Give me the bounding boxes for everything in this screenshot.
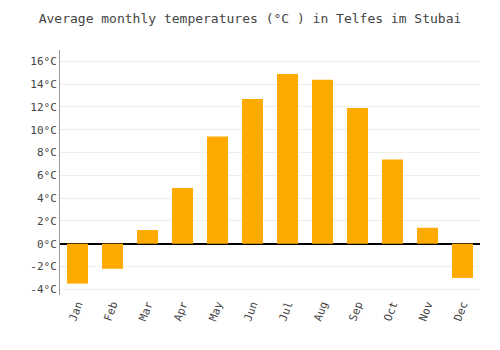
svg-text:May: May — [206, 300, 225, 323]
svg-text:Mar: Mar — [136, 300, 155, 323]
svg-text:Dec: Dec — [451, 300, 470, 323]
svg-text:6°C: 6°C — [37, 169, 57, 182]
svg-text:Jun: Jun — [241, 300, 260, 323]
svg-text:Sep: Sep — [346, 300, 365, 323]
svg-text:14°C: 14°C — [30, 78, 57, 91]
svg-text:Oct: Oct — [381, 300, 400, 323]
svg-text:4°C: 4°C — [37, 192, 57, 205]
svg-text:-4°C: -4°C — [30, 283, 57, 296]
svg-text:10°C: 10°C — [30, 124, 57, 137]
svg-text:2°C: 2°C — [37, 215, 57, 228]
svg-text:Aug: Aug — [311, 300, 330, 323]
svg-text:Average monthly temperatures (: Average monthly temperatures (°C ) in Te… — [39, 11, 462, 26]
svg-text:16°C: 16°C — [30, 55, 57, 68]
svg-text:Nov: Nov — [416, 300, 435, 323]
svg-text:12°C: 12°C — [30, 101, 57, 114]
svg-text:Jan: Jan — [66, 300, 85, 323]
svg-text:-2°C: -2°C — [30, 260, 57, 273]
svg-text:Jul: Jul — [276, 300, 295, 323]
svg-text:8°C: 8°C — [37, 146, 57, 159]
svg-text:0°C: 0°C — [37, 238, 57, 251]
svg-text:Apr: Apr — [171, 300, 190, 323]
svg-text:Feb: Feb — [101, 300, 120, 323]
